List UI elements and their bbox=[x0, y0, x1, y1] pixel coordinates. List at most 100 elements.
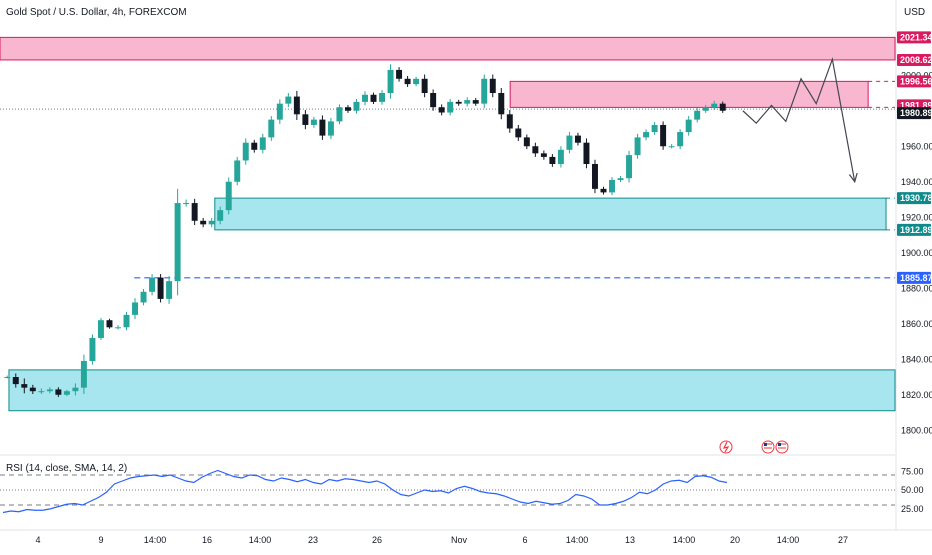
candle-body bbox=[80, 361, 87, 388]
price-tag[interactable]: 1980.89 bbox=[897, 107, 932, 120]
us-flag-icon-ring bbox=[775, 440, 789, 454]
candle-body bbox=[617, 178, 624, 180]
price-tag-label: 1885.87 bbox=[900, 273, 932, 283]
candle-body bbox=[370, 94, 377, 102]
candle bbox=[583, 138, 590, 169]
candle bbox=[404, 75, 411, 87]
candle bbox=[251, 139, 258, 153]
candle-body bbox=[515, 128, 522, 138]
x-tick-label: 23 bbox=[308, 535, 318, 545]
candle-body bbox=[191, 203, 198, 221]
price-tag[interactable]: 1912.89 bbox=[897, 223, 932, 236]
candle-body bbox=[387, 69, 394, 93]
supply-zone-0[interactable] bbox=[0, 36, 896, 61]
candle-body bbox=[481, 78, 488, 104]
x-tick-label: 14:00 bbox=[566, 535, 589, 545]
candle bbox=[327, 117, 334, 140]
candle bbox=[481, 74, 488, 108]
candle-body bbox=[327, 121, 334, 136]
candle bbox=[489, 74, 496, 98]
candle bbox=[242, 138, 249, 165]
candle bbox=[89, 334, 96, 365]
candle bbox=[276, 99, 283, 124]
candle bbox=[362, 91, 368, 106]
candle bbox=[174, 188, 181, 296]
candle bbox=[685, 116, 692, 136]
candles-layer bbox=[4, 64, 726, 397]
candle bbox=[574, 132, 581, 146]
price-tag[interactable]: 1996.56 bbox=[897, 75, 932, 88]
candle bbox=[46, 387, 53, 394]
candle bbox=[55, 387, 62, 397]
rsi-tick-label: 75.00 bbox=[901, 466, 924, 476]
x-tick-label: 27 bbox=[838, 535, 848, 545]
candle-body bbox=[166, 281, 173, 299]
projection-path bbox=[742, 56, 856, 182]
candle bbox=[566, 132, 573, 154]
candle bbox=[438, 104, 445, 116]
candle bbox=[217, 206, 224, 225]
demand-zone-2[interactable] bbox=[214, 197, 887, 231]
us-flag-icon[interactable] bbox=[761, 440, 775, 454]
price-tag-bg bbox=[897, 223, 931, 236]
rsi-tick-label: 50.00 bbox=[901, 485, 924, 495]
price-tag-bg bbox=[897, 53, 931, 66]
candle bbox=[149, 274, 156, 296]
candle bbox=[387, 64, 394, 99]
price-tag-label: 1980.89 bbox=[900, 108, 932, 118]
x-tick-label: 9 bbox=[98, 535, 103, 545]
price-tag[interactable]: 2008.62 bbox=[897, 53, 932, 66]
supply-zone-1[interactable] bbox=[509, 80, 869, 108]
candle-body bbox=[234, 160, 241, 182]
x-tick-label: 14:00 bbox=[144, 535, 167, 545]
candle-body bbox=[259, 137, 266, 150]
price-tag[interactable]: 1885.87 bbox=[897, 271, 932, 284]
candle-body bbox=[523, 137, 530, 147]
currency-label[interactable]: USD bbox=[904, 7, 925, 18]
candle bbox=[677, 129, 684, 150]
demand-zone-3[interactable] bbox=[8, 369, 896, 412]
y-tick-label: 1820.00 bbox=[901, 390, 932, 400]
candle bbox=[106, 318, 113, 329]
candle-body bbox=[225, 181, 232, 211]
candle bbox=[268, 116, 275, 141]
us-flag-icon[interactable] bbox=[775, 440, 789, 454]
candle bbox=[472, 97, 479, 106]
candle-body bbox=[685, 119, 692, 133]
candle-body bbox=[268, 119, 275, 138]
x-tick-label: 6 bbox=[522, 535, 527, 545]
candle bbox=[609, 177, 615, 196]
candle-body bbox=[574, 135, 581, 143]
price-tag[interactable]: 2021.34 bbox=[897, 31, 932, 44]
candle bbox=[191, 198, 198, 226]
candle-body bbox=[123, 314, 130, 328]
candle bbox=[455, 99, 462, 106]
candle-body bbox=[557, 149, 564, 164]
price-tag-label: 1996.56 bbox=[900, 76, 932, 86]
candle-body bbox=[472, 100, 479, 104]
candle-body bbox=[200, 220, 207, 225]
candle-body bbox=[242, 142, 249, 161]
candle bbox=[353, 99, 360, 114]
price-tag-bg bbox=[897, 271, 931, 284]
candle bbox=[651, 122, 658, 135]
candle-body bbox=[276, 103, 283, 120]
candle-body bbox=[566, 135, 573, 150]
y-tick-label: 1800.00 bbox=[901, 425, 932, 435]
price-tag-label: 2021.34 bbox=[900, 32, 932, 42]
candle bbox=[719, 101, 726, 113]
price-tag[interactable]: 1930.78 bbox=[897, 192, 932, 205]
zones-layer bbox=[0, 36, 896, 412]
candle bbox=[344, 105, 351, 113]
lightning-icon[interactable] bbox=[719, 440, 733, 454]
candle-body bbox=[251, 142, 258, 150]
candle bbox=[523, 134, 530, 150]
candle-body bbox=[583, 142, 590, 164]
us-flag-icon-ring bbox=[761, 440, 775, 454]
x-tick-label: 4 bbox=[35, 535, 40, 545]
candle-body bbox=[12, 377, 19, 385]
candle-body bbox=[132, 302, 139, 315]
